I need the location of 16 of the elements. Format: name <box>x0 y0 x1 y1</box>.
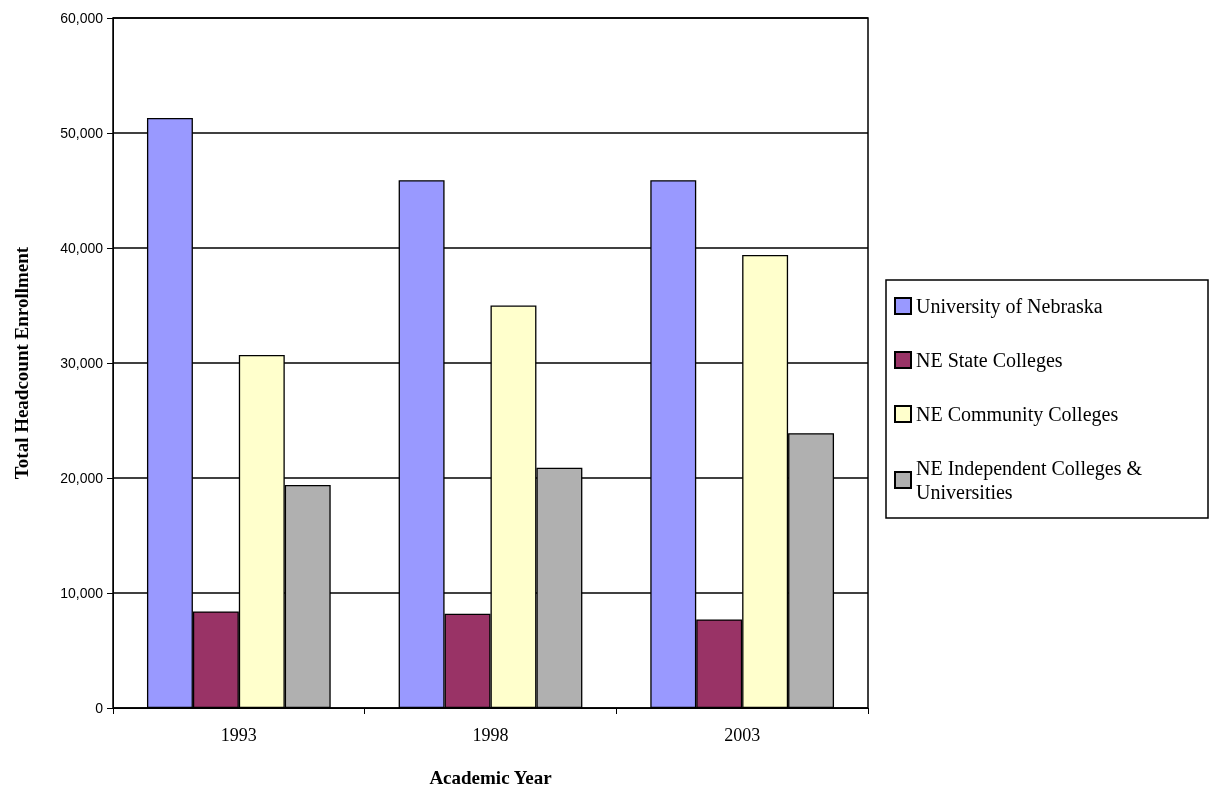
x-tick-label: 2003 <box>724 725 761 745</box>
x-tick-label: 1993 <box>220 725 257 745</box>
legend-label: NE Independent Colleges & Universities <box>916 457 1148 503</box>
y-tick-label: 0 <box>95 700 104 716</box>
y-tick-label: 30,000 <box>60 355 104 371</box>
y-axis-title: Total Headcount Enrollment <box>11 246 32 480</box>
y-tick-label: 10,000 <box>60 585 104 601</box>
legend-label: NE State Colleges <box>916 349 1063 372</box>
y-tick-label: 50,000 <box>60 125 104 141</box>
y-tick-label: 40,000 <box>60 240 104 256</box>
y-tick-label: 20,000 <box>60 470 104 486</box>
x-tick-label: 1998 <box>472 725 509 745</box>
legend-label: NE Community Colleges <box>916 403 1119 426</box>
x-axis-title: Academic Year <box>429 767 553 788</box>
y-tick-label: 60,000 <box>60 10 104 26</box>
legend-label: University of Nebraska <box>916 295 1103 318</box>
